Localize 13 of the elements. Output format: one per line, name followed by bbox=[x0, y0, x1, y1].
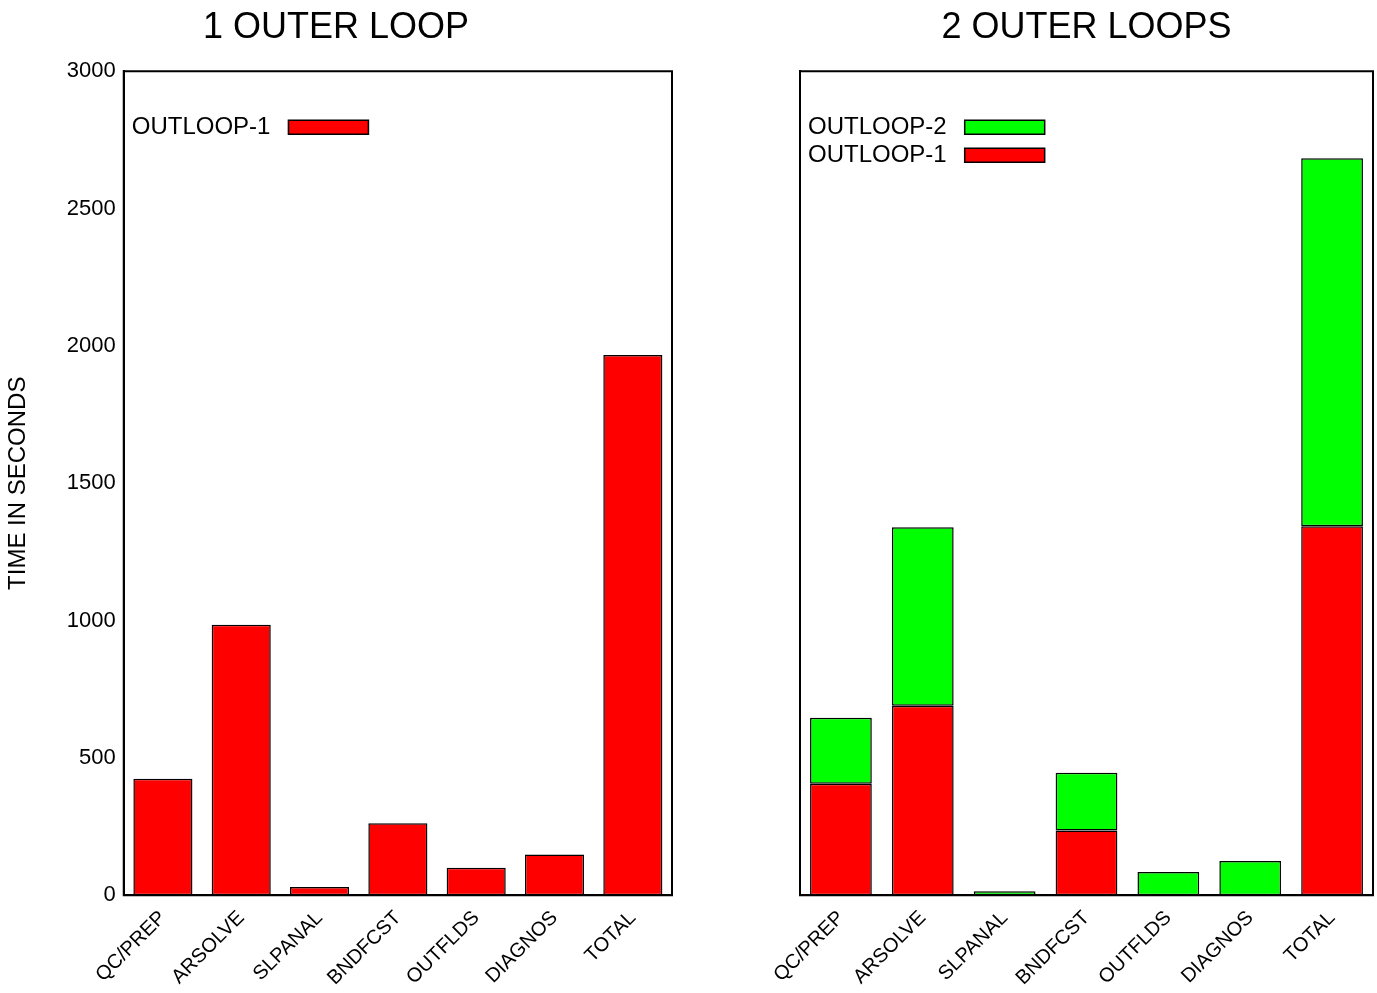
legend-label: OUTLOOP-1 bbox=[131, 111, 271, 139]
y-tick-label: 1000 bbox=[66, 606, 116, 632]
y-tick-label: 2000 bbox=[66, 331, 116, 357]
y-tick-label: 500 bbox=[79, 743, 116, 769]
y-tick-label: 0 bbox=[103, 881, 116, 907]
y-tick-label: 1500 bbox=[66, 469, 116, 495]
y-tick-label: 2500 bbox=[66, 194, 116, 220]
chart-title: 2 OUTER LOOPS bbox=[941, 4, 1232, 46]
legend-label: OUTLOOP-1 bbox=[808, 139, 947, 167]
y-tick-label: 3000 bbox=[66, 57, 116, 83]
legend-label: OUTLOOP-2 bbox=[808, 111, 947, 139]
y-axis-title: TIME IN SECONDS bbox=[3, 376, 31, 590]
chart-title: 1 OUTER LOOP bbox=[202, 4, 470, 46]
